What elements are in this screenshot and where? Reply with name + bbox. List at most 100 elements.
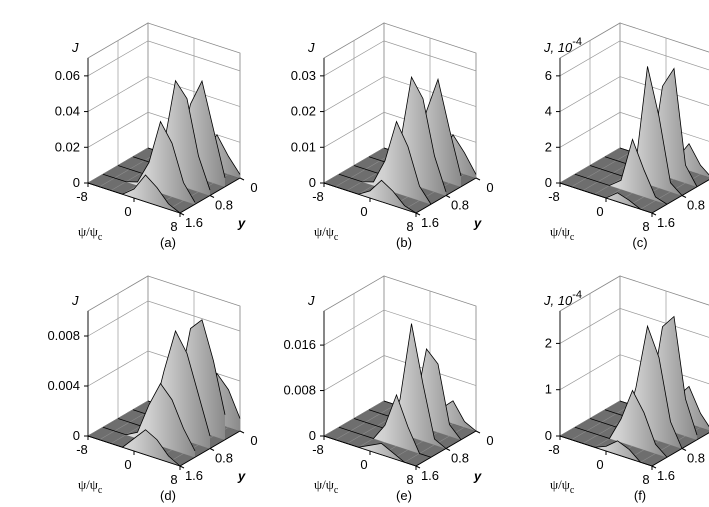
x-label-text: ψ/ψ — [550, 224, 570, 239]
z-tick-label: 0 — [73, 428, 80, 443]
y-tick-label: 0 — [486, 180, 493, 195]
surface-slice — [102, 120, 196, 203]
surface-slice — [338, 120, 432, 205]
y-tick — [445, 448, 451, 451]
x-label-text: ψ/ψ — [78, 224, 98, 239]
z-label-text: J, 10 — [543, 293, 573, 308]
z-label: J — [71, 40, 79, 55]
y-tick — [475, 430, 481, 434]
surface-fill — [575, 139, 667, 205]
x-tick-label: 8 — [642, 472, 649, 487]
x-label-text: ψ/ψ — [550, 477, 570, 492]
surface-fill — [103, 383, 195, 458]
x-label-subscript: c — [98, 485, 103, 496]
y-tick — [681, 195, 687, 198]
x-label-subscript: c — [98, 232, 103, 243]
y-tick — [179, 465, 185, 469]
y-tick-label: 1.6 — [185, 215, 203, 230]
z-tick-label: 0.01 — [291, 139, 316, 154]
surface-fill — [118, 80, 210, 196]
x-label-subscript: c — [570, 485, 575, 496]
y-tick-label: 0.8 — [687, 451, 705, 466]
surface-fill — [354, 77, 446, 196]
surface-fill — [605, 68, 697, 187]
y-tick — [209, 448, 215, 451]
z-label-exponent: -4 — [572, 289, 582, 301]
surface-slice — [117, 329, 211, 437]
x-label: ψ/ψc — [314, 477, 339, 496]
x-label-text: ψ/ψ — [78, 477, 98, 492]
x-label: ψ/ψc — [78, 477, 103, 496]
y-tick-label: 0 — [486, 433, 493, 448]
z-label-exponent: -4 — [572, 36, 582, 48]
y-tick — [179, 212, 185, 216]
z-label: J, 10-4 — [543, 289, 582, 308]
y-tick — [209, 195, 215, 198]
y-label: y — [237, 469, 246, 484]
y-tick-label: 1.6 — [185, 468, 203, 483]
x-tick-label: -8 — [312, 189, 324, 204]
y-label: y — [473, 469, 482, 484]
z-label-text: J — [71, 40, 79, 55]
z-tick-label: 2 — [545, 335, 552, 350]
panel-label: (e) — [396, 488, 412, 503]
surface-slice — [589, 324, 683, 449]
z-tick-label: 0 — [545, 428, 552, 443]
z-label-text: J — [307, 40, 315, 55]
surface-fill — [384, 400, 476, 431]
x-tick-label: 8 — [170, 219, 177, 234]
surface-slice — [574, 389, 668, 458]
y-tick — [445, 195, 451, 198]
x-label: ψ/ψc — [550, 477, 575, 496]
y-tick — [475, 177, 481, 181]
x-tick-label: 8 — [406, 472, 413, 487]
panel-label: (a) — [160, 235, 176, 250]
x-label-subscript: c — [334, 485, 339, 496]
surface-fill — [133, 81, 225, 187]
surface-fill — [339, 394, 431, 458]
z-label-text: J, 10 — [543, 40, 573, 55]
x-tick-label: 8 — [406, 219, 413, 234]
z-tick-label: 0 — [545, 175, 552, 190]
surface-fill — [605, 316, 697, 440]
surface-slice — [338, 393, 432, 458]
z-tick-label: 0 — [309, 428, 316, 443]
x-label: ψ/ψc — [78, 224, 103, 243]
y-tick — [651, 212, 657, 216]
z-label: J — [71, 293, 79, 308]
x-tick-label: -8 — [312, 442, 324, 457]
surface-fill — [324, 180, 416, 213]
y-tick-label: 1.6 — [657, 468, 675, 483]
surface-slice — [574, 138, 668, 205]
y-tick — [415, 465, 421, 469]
x-tick-label: 0 — [596, 457, 603, 472]
z-tick-label: 0.008 — [283, 383, 316, 398]
z-tick-label: 6 — [545, 68, 552, 83]
y-tick-label: 0 — [250, 180, 257, 195]
y-tick-label: 1.6 — [657, 215, 675, 230]
z-label: J, 10-4 — [543, 36, 582, 55]
y-tick-label: 1.6 — [421, 468, 439, 483]
surface-fill — [354, 323, 446, 449]
y-tick — [239, 430, 245, 434]
x-tick-label: 0 — [360, 457, 367, 472]
y-tick — [239, 177, 245, 181]
y-tick-label: 0.8 — [687, 198, 705, 213]
x-tick-label: 0 — [124, 457, 131, 472]
z-tick-label: 4 — [545, 104, 552, 119]
z-tick-label: 0 — [73, 175, 80, 190]
y-tick — [651, 465, 657, 469]
z-tick-label: 1 — [545, 382, 552, 397]
y-tick — [415, 212, 421, 216]
z-tick-label: 0.008 — [47, 328, 80, 343]
y-tick-label: 0.8 — [451, 451, 469, 466]
x-tick-label: 0 — [596, 204, 603, 219]
z-tick-label: 0.03 — [291, 68, 316, 83]
y-label: y — [473, 216, 482, 231]
